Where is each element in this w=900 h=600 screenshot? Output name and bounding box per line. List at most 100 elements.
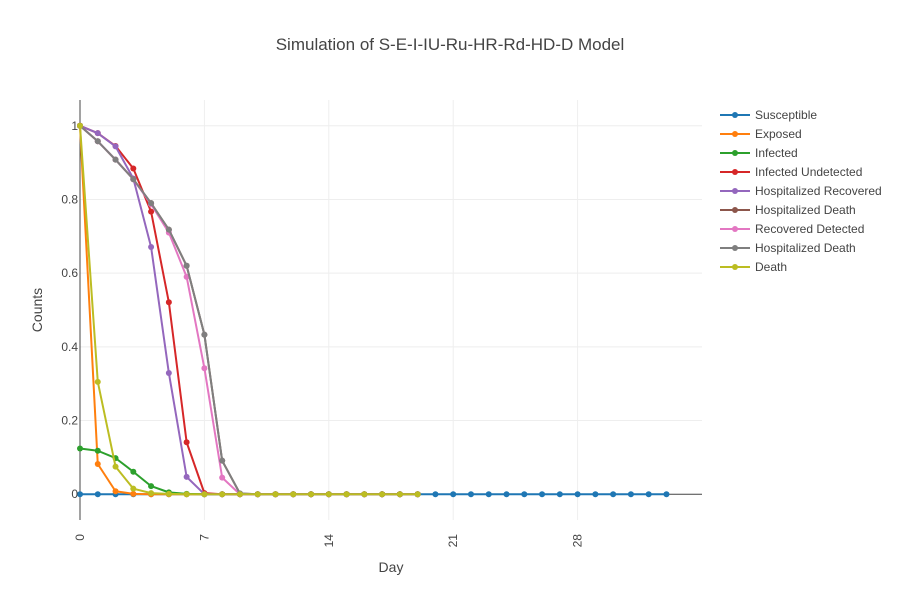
y-tick-label: 0.2 — [61, 414, 78, 428]
legend-label: Death — [755, 260, 787, 274]
legend-item[interactable]: Susceptible — [720, 108, 817, 122]
data-point — [236, 491, 243, 498]
legend-label: Exposed — [755, 127, 802, 141]
data-point — [112, 488, 119, 495]
data-point — [663, 491, 670, 498]
legend-swatch-marker — [732, 169, 738, 175]
data-point — [148, 208, 155, 215]
x-tick-label: 7 — [197, 534, 211, 541]
data-point — [645, 491, 652, 498]
legend-item[interactable]: Exposed — [720, 127, 802, 141]
data-point — [77, 445, 83, 452]
data-point — [112, 156, 119, 163]
y-tick-label: 0 — [71, 487, 78, 501]
data-point — [183, 439, 190, 446]
legend-label: Susceptible — [755, 108, 817, 122]
data-point — [94, 447, 101, 454]
data-point — [201, 331, 208, 338]
data-point — [610, 491, 617, 498]
data-point — [308, 491, 315, 498]
x-tick-label: 28 — [571, 534, 585, 548]
data-point — [112, 143, 119, 150]
data-point — [556, 491, 563, 498]
y-tick-label: 0.6 — [61, 266, 78, 280]
legend-label: Hospitalized Recovered — [755, 184, 882, 198]
data-point — [130, 165, 137, 172]
data-point — [414, 491, 421, 498]
data-point — [165, 370, 172, 376]
legend-item[interactable]: Infected Undetected — [720, 165, 862, 179]
data-point — [219, 457, 226, 464]
data-series — [77, 122, 670, 498]
legend-label: Hospitalized Death — [755, 203, 856, 217]
legend-item[interactable]: Hospitalized Death — [720, 241, 856, 255]
data-point — [94, 138, 101, 145]
legend-swatch-marker — [732, 188, 738, 194]
data-point — [521, 491, 528, 498]
data-point — [94, 130, 101, 137]
data-point — [94, 378, 101, 385]
data-point — [165, 299, 172, 306]
legend-swatch-marker — [732, 226, 738, 232]
data-point — [130, 176, 137, 183]
legend-swatch-marker — [732, 131, 738, 137]
x-axis-title: Day — [379, 559, 404, 575]
y-tick-label: 0.8 — [61, 192, 78, 206]
data-point — [183, 262, 190, 269]
series-8 — [77, 122, 421, 498]
data-point — [450, 491, 457, 498]
data-point — [361, 491, 368, 498]
data-point — [77, 122, 83, 129]
data-point — [94, 461, 101, 467]
legend-swatch-marker — [732, 245, 738, 251]
data-point — [130, 485, 137, 492]
data-point — [201, 365, 208, 372]
data-point — [325, 491, 332, 498]
data-point — [130, 468, 137, 475]
legend-swatch-marker — [732, 150, 738, 156]
data-point — [148, 244, 155, 250]
legend-item[interactable]: Hospitalized Recovered — [720, 184, 882, 198]
data-point — [272, 491, 279, 498]
data-point — [574, 491, 581, 498]
data-point — [379, 491, 386, 498]
legend-swatch-marker — [732, 112, 738, 118]
x-tick-label: 21 — [446, 534, 460, 548]
data-point — [539, 491, 546, 498]
x-tick-label: 14 — [322, 534, 336, 548]
data-point — [396, 491, 403, 498]
gridlines — [80, 100, 702, 520]
y-axis-title: Counts — [29, 288, 45, 332]
legend-swatch-marker — [732, 264, 738, 270]
data-point — [201, 491, 208, 498]
data-point — [94, 491, 101, 498]
data-point — [148, 483, 155, 490]
legend-item[interactable]: Hospitalized Death — [720, 203, 856, 217]
data-point — [77, 491, 83, 498]
data-point — [165, 490, 172, 497]
data-point — [627, 491, 634, 498]
data-point — [183, 491, 190, 498]
data-point — [254, 491, 261, 498]
data-point — [183, 473, 190, 480]
data-point — [112, 463, 119, 470]
data-point — [503, 491, 510, 498]
chart-title: Simulation of S-E-I-IU-Ru-HR-Rd-HD-D Mod… — [276, 35, 625, 54]
legend-label: Infected — [755, 146, 798, 160]
tick-labels: 0 0.2 0.4 0.6 0.8 1 0 7 14 21 28 — [61, 119, 584, 548]
data-point — [148, 490, 155, 497]
data-point — [148, 200, 155, 207]
data-point — [467, 491, 474, 498]
data-point — [485, 491, 492, 498]
data-point — [432, 491, 439, 498]
x-tick-label: 0 — [73, 534, 87, 541]
legend-item[interactable]: Recovered Detected — [720, 222, 864, 236]
legend-item[interactable]: Infected — [720, 146, 798, 160]
y-tick-label: 1 — [71, 119, 78, 133]
legend-item[interactable]: Death — [720, 260, 787, 274]
legend-label: Recovered Detected — [755, 222, 864, 236]
legend-label: Hospitalized Death — [755, 241, 856, 255]
